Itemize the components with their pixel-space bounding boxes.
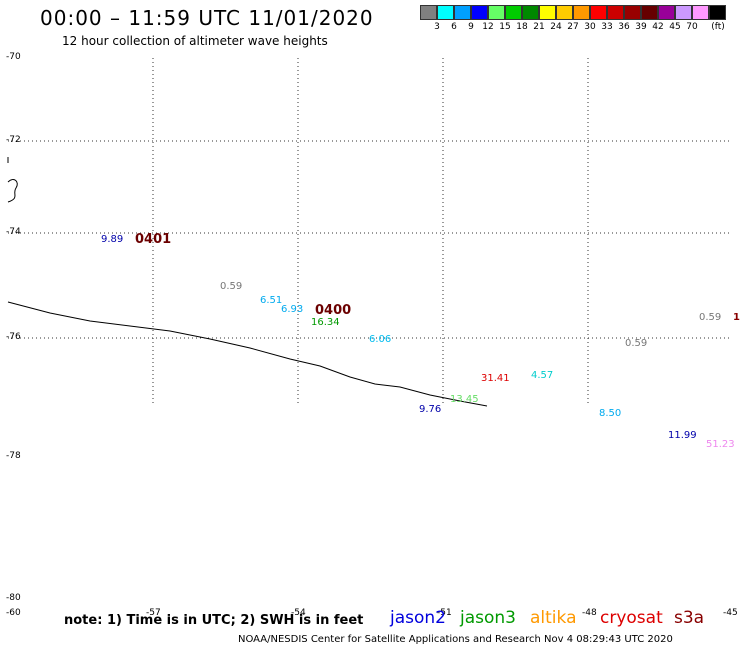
legend-swatch: [709, 5, 726, 20]
color-legend: 3 6 9 12 15 18 21 24 27 30 33 36 39 42 4…: [420, 5, 730, 35]
legend-label: 9: [468, 22, 474, 32]
satellite-track: [7, 301, 488, 407]
satellite-legend-jason3: jason3: [460, 608, 516, 628]
units-note: note: 1) Time is in UTC; 2) SWH is in fe…: [64, 613, 364, 628]
legend-label: 30: [584, 22, 596, 32]
coastline: [7, 179, 18, 203]
legend-label: 18: [516, 22, 528, 32]
lat-label: -70: [6, 52, 21, 62]
legend-swatch: [437, 5, 454, 20]
lon-label: -51: [437, 608, 452, 618]
legend-swatch: [471, 5, 488, 20]
legend-swatch: [675, 5, 692, 20]
wave-height-label: 0.59: [625, 338, 648, 349]
wave-height-label: 9.76: [419, 404, 442, 415]
legend-label: 42: [652, 22, 664, 32]
legend-swatch: [573, 5, 590, 20]
lon-label: -45: [723, 608, 738, 618]
legend-label: 33: [601, 22, 613, 32]
legend-label: 27: [567, 22, 579, 32]
longitude-gridlines: [152, 58, 589, 405]
latitude-gridlines: [8, 140, 730, 339]
legend-swatch: [590, 5, 607, 20]
wave-height-label: 6.06: [369, 334, 392, 345]
map-title: 00:00 – 11:59 UTC 11/01/2020: [40, 6, 374, 30]
map-subtitle: 12 hour collection of altimeter wave hei…: [62, 34, 328, 48]
legend-label: 6: [451, 22, 457, 32]
legend-label: 45: [669, 22, 681, 32]
legend-label: 70: [686, 22, 698, 32]
wave-height-label: 9.89: [101, 234, 124, 245]
lon-label: -54: [291, 608, 306, 618]
legend-swatch: [420, 5, 437, 20]
wave-height-label: 13.45: [450, 394, 479, 405]
wave-height-label: 16.34: [311, 317, 340, 328]
legend-label: 21: [533, 22, 545, 32]
legend-swatch: [539, 5, 556, 20]
legend-swatch: [624, 5, 641, 20]
wave-height-label: 6.93: [281, 304, 304, 315]
lat-label: -72: [6, 135, 21, 145]
legend-swatch: [658, 5, 675, 20]
wave-height-label: 0.59: [699, 312, 722, 323]
satellite-legend-jason2: jason2: [390, 608, 446, 628]
wave-height-label: 6.51: [260, 295, 283, 306]
wave-height-label: 11.99: [668, 430, 697, 441]
wave-height-label: 1: [733, 312, 740, 323]
legend-swatch: [488, 5, 505, 20]
wave-height-label: 31.41: [481, 373, 510, 384]
legend-unit-label: (ft): [711, 22, 725, 32]
legend-swatch: [454, 5, 471, 20]
legend-label: 3: [434, 22, 440, 32]
wave-height-label: 0.59: [220, 281, 243, 292]
satellite-legend-altika: altika: [530, 608, 577, 628]
legend-swatch: [641, 5, 658, 20]
lat-label: -74: [6, 227, 21, 237]
pass-time-label: 0401: [135, 232, 172, 247]
legend-label: 39: [635, 22, 647, 32]
lon-label: -48: [582, 608, 597, 618]
legend-label: 15: [499, 22, 511, 32]
wave-height-label: 51.23: [706, 439, 735, 450]
legend-swatch: [505, 5, 522, 20]
satellite-legend-s3a: s3a: [674, 608, 705, 628]
legend-label: 12: [482, 22, 494, 32]
legend-label: 24: [550, 22, 562, 32]
lon-label: -60: [6, 608, 21, 618]
legend-label: 36: [618, 22, 630, 32]
lat-label: -76: [6, 332, 21, 342]
lon-label: -57: [146, 608, 161, 618]
credit-line: NOAA/NESDIS Center for Satellite Applica…: [238, 634, 673, 645]
legend-swatch: [607, 5, 624, 20]
lat-label: -78: [6, 451, 21, 461]
lat-label: -80: [6, 593, 21, 603]
pass-time-label: 0400: [315, 303, 352, 318]
legend-swatch: [522, 5, 539, 20]
wave-height-label: 4.57: [531, 370, 554, 381]
wave-height-label: 8.50: [599, 408, 622, 419]
legend-swatch: [692, 5, 709, 20]
satellite-legend-cryosat: cryosat: [600, 608, 663, 628]
legend-swatch: [556, 5, 573, 20]
